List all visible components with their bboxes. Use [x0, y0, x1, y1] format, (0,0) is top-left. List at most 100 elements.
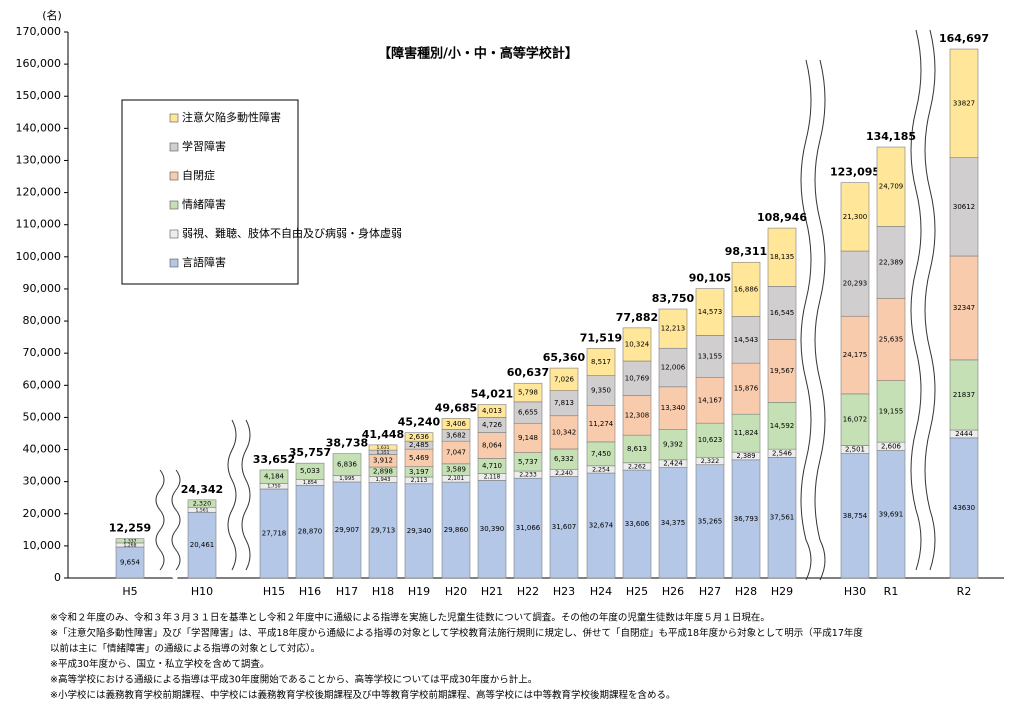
- value-label: 2,546: [772, 449, 793, 457]
- total-label: 77,882: [616, 311, 658, 324]
- bar-segment: [622, 469, 652, 579]
- bar-segment: [658, 467, 688, 579]
- bar-segment: [259, 488, 289, 579]
- chart-title: 【障害種別/小・中・高等学校計】: [378, 46, 578, 62]
- bar-segment: [404, 483, 434, 579]
- value-label: 7,026: [554, 375, 575, 383]
- legend-box: [121, 99, 299, 285]
- bar-segment: [115, 546, 145, 579]
- y-tick-label: 30,000: [23, 475, 62, 488]
- legend-label: 情緒障害: [182, 197, 226, 211]
- value-label: 32347: [953, 304, 975, 312]
- value-label: 3,406: [446, 420, 467, 428]
- y-tick-label: 50,000: [23, 410, 62, 423]
- value-label: 10,324: [625, 340, 650, 348]
- value-label: 2,101: [448, 476, 465, 482]
- value-label: 29,907: [335, 526, 360, 534]
- x-tick-label: H5: [122, 585, 137, 598]
- bar-segment: [549, 415, 579, 450]
- bar-segment: [949, 48, 979, 158]
- y-tick-label: 20,000: [23, 507, 62, 520]
- bar-segment: [259, 469, 289, 484]
- bar-segment: [695, 464, 725, 579]
- x-tick-label: H25: [626, 585, 648, 598]
- value-label: 2,424: [663, 460, 682, 468]
- bar-segment: [586, 472, 616, 579]
- value-label: 2,485: [409, 441, 429, 449]
- value-label: 14,167: [698, 396, 723, 404]
- value-label: 31,607: [552, 523, 577, 531]
- bar-segment: [549, 390, 579, 417]
- value-label: 12,213: [661, 325, 686, 333]
- value-label: 30612: [953, 203, 975, 211]
- value-label: 3,682: [446, 431, 466, 439]
- value-label: 2444: [955, 430, 972, 438]
- x-tick-label: H17: [336, 585, 358, 598]
- value-label: 5,033: [300, 467, 320, 475]
- total-label: 134,185: [866, 130, 916, 143]
- bar-segment: [695, 288, 725, 336]
- value-label: 1,995: [339, 476, 354, 482]
- legend-label: 言語障害: [182, 255, 226, 269]
- y-tick-label: 110,000: [16, 218, 62, 231]
- x-tick-label: H15: [263, 585, 285, 598]
- value-label: 18,135: [770, 253, 795, 261]
- value-label: 21837: [953, 391, 975, 399]
- bar-segment: [586, 347, 616, 376]
- legend-swatch: [169, 200, 179, 210]
- value-label: 22,389: [879, 258, 904, 266]
- y-tick-label: 100,000: [16, 250, 62, 263]
- bar-segment: [477, 480, 507, 579]
- value-label: 1,631: [377, 445, 390, 451]
- total-label: 60,637: [507, 366, 549, 379]
- bar-segment: [658, 308, 688, 349]
- value-label: 16,072: [843, 416, 868, 424]
- bar-segment: [695, 422, 725, 458]
- bar-segment: [767, 286, 797, 340]
- value-label: 15,876: [734, 385, 759, 393]
- legend-label: 自閉症: [182, 168, 215, 182]
- bar-segment: [767, 339, 797, 403]
- bar-segment: [876, 297, 906, 381]
- bar-segment: [187, 511, 217, 579]
- value-label: 2,113: [411, 478, 428, 484]
- x-tick-label: H23: [553, 585, 575, 598]
- value-label: 1,854: [303, 480, 317, 486]
- total-label: 108,946: [757, 211, 807, 224]
- x-tick-label: H20: [445, 585, 467, 598]
- value-label: 9,350: [591, 387, 611, 395]
- y-tick-label: 80,000: [23, 314, 62, 327]
- y-tick-label: 170,000: [16, 25, 62, 38]
- legend-swatch: [169, 113, 179, 123]
- value-label: 30,390: [480, 525, 505, 533]
- x-tick-label: H22: [517, 585, 539, 598]
- total-label: 98,311: [725, 245, 767, 258]
- value-label: 20,293: [843, 280, 868, 288]
- total-label: 123,095: [830, 166, 880, 179]
- value-label: 31,066: [516, 524, 541, 532]
- value-label: 9,148: [518, 434, 538, 442]
- footnote: ※「注意欠陥多動性障害」及び「学習障害」は、平成18年度から通級による指導の対象…: [50, 627, 863, 639]
- bar-segment: [404, 432, 434, 442]
- y-tick-label: 140,000: [16, 121, 62, 134]
- footnote: 以前は主に「情緒障害」の通級による指導の対象として対応）。: [50, 643, 320, 655]
- bar-segment: [731, 413, 761, 453]
- value-label: 1,351: [377, 450, 390, 456]
- bar-segment: [840, 393, 870, 446]
- bar-segment: [295, 462, 325, 480]
- bar-segment: [658, 386, 688, 430]
- bar-segment: [477, 404, 507, 418]
- bar-segment: [549, 476, 579, 579]
- value-label: 19,567: [770, 367, 795, 375]
- total-label: 49,685: [435, 401, 477, 414]
- value-label: 9,654: [120, 558, 141, 566]
- value-label: 6,655: [518, 409, 538, 417]
- bar-segment: [731, 316, 761, 364]
- bar-segment: [876, 450, 906, 579]
- value-label: 5,737: [518, 458, 538, 466]
- bar-segment: [731, 261, 761, 317]
- bar-segment: [767, 457, 797, 579]
- value-label: 5,469: [409, 454, 429, 462]
- value-label: 2,254: [592, 466, 610, 473]
